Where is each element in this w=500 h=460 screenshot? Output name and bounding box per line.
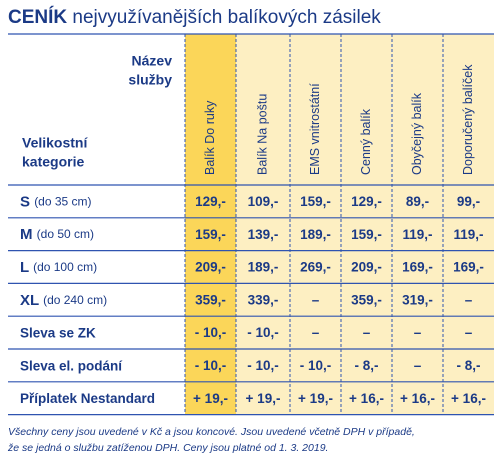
price-cell: – [414, 325, 422, 340]
price-cell: - 8,- [354, 358, 378, 373]
footer-note: Všechny ceny jsou uvedené v Kč a jsou ko… [8, 426, 415, 438]
price-cell: 119,- [453, 227, 483, 242]
row-label: M (do 50 cm) [20, 226, 94, 243]
column-bg [341, 34, 392, 415]
corner-label: Název [132, 53, 173, 69]
price-cell: + 19,- [298, 391, 333, 406]
price-cell: 159,- [300, 194, 331, 209]
corner-label: kategorie [22, 154, 84, 170]
price-cell: 129,- [351, 194, 382, 209]
row-label: Sleva se ZK [20, 325, 96, 340]
row-label-note: (do 35 cm) [34, 195, 91, 209]
price-cell: 99,- [457, 194, 480, 209]
column-bg [185, 34, 236, 415]
column-bg [392, 34, 443, 415]
price-cell: 319,- [402, 292, 433, 307]
corner-label: Velikostní [22, 135, 88, 151]
row-label-main: Příplatek Nestandard [20, 391, 155, 406]
row-label-main: S [20, 193, 30, 210]
price-cell: + 16,- [451, 391, 486, 406]
price-cell: 109,- [248, 194, 279, 209]
price-cell: – [363, 325, 371, 340]
title-bold: CENÍK [8, 6, 67, 28]
row-label-main: M [20, 226, 33, 243]
row-label-main: Sleva se ZK [20, 325, 96, 340]
price-cell: 139,- [248, 227, 279, 242]
row-label: S (do 35 cm) [20, 193, 92, 210]
row-label-main: L [20, 259, 29, 276]
price-cell: 169,- [453, 260, 484, 275]
column-header: Cenný balík [359, 108, 373, 175]
title-rest: nejvyužívanějších balíkových zásilek [72, 7, 381, 28]
column-bg [443, 34, 494, 415]
price-cell: - 10,- [247, 325, 279, 340]
price-cell: 89,- [406, 194, 429, 209]
row-label: L (do 100 cm) [20, 259, 97, 276]
price-cell: 129,- [195, 194, 226, 209]
price-cell: - 10,- [300, 358, 332, 373]
price-cell: 159,- [351, 227, 382, 242]
price-cell: + 19,- [193, 391, 228, 406]
row-label-note: (do 100 cm) [33, 260, 97, 274]
row-label-main: Sleva el. podání [20, 358, 123, 373]
price-cell: 159,- [195, 227, 226, 242]
row-label: XL (do 240 cm) [20, 292, 107, 309]
column-header: Balík Do ruky [203, 100, 217, 175]
column-header: Doporučený balíček [461, 64, 475, 175]
price-cell: 189,- [248, 260, 279, 275]
footer-note: že se jedná o službu zatíženou DPH. Ceny… [7, 442, 328, 454]
row-label: Sleva el. podání [20, 358, 123, 373]
row-label-note: (do 50 cm) [37, 227, 94, 241]
price-cell: 269,- [300, 260, 331, 275]
column-header: Obyčejný balík [410, 92, 424, 175]
column-bg [236, 34, 290, 415]
price-cell: – [312, 292, 320, 307]
price-cell: 359,- [351, 292, 382, 307]
price-cell: – [465, 292, 473, 307]
price-cell: - 8,- [456, 358, 480, 373]
price-cell: 209,- [195, 260, 226, 275]
price-cell: 209,- [351, 260, 382, 275]
column-header: Balík Na poštu [255, 94, 269, 175]
row-label-main: XL [20, 292, 39, 309]
price-cell: - 10,- [195, 358, 227, 373]
price-cell: + 16,- [349, 391, 384, 406]
row-label: Příplatek Nestandard [20, 391, 155, 406]
price-cell: - 10,- [247, 358, 279, 373]
corner-label: služby [128, 72, 172, 88]
title: CENÍK nejvyužívanějších balíkových zásil… [8, 6, 381, 28]
price-cell: 339,- [248, 292, 279, 307]
price-cell: - 10,- [195, 325, 227, 340]
price-cell: + 16,- [400, 391, 435, 406]
price-cell: 169,- [402, 260, 433, 275]
price-cell: – [312, 325, 320, 340]
column-header: EMS vnitrostátní [308, 83, 322, 175]
price-cell: – [414, 358, 422, 373]
column-bg [290, 34, 341, 415]
row-label-note: (do 240 cm) [43, 293, 107, 307]
price-cell: + 19,- [246, 391, 281, 406]
price-cell: 359,- [195, 292, 226, 307]
price-cell: 189,- [300, 227, 331, 242]
price-cell: – [465, 325, 473, 340]
price-cell: 119,- [402, 227, 432, 242]
